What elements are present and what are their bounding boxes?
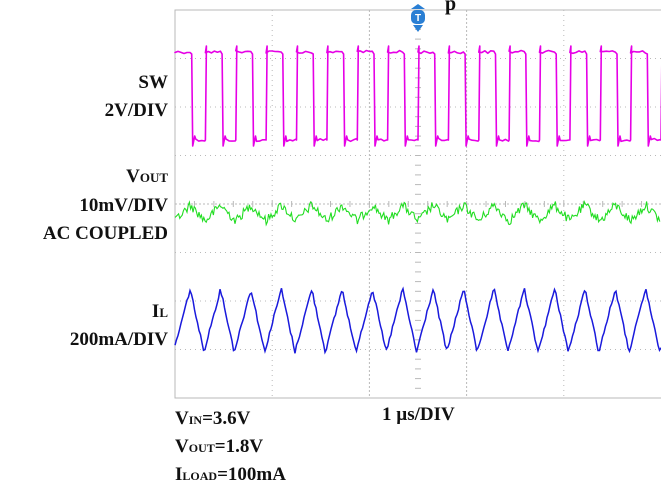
trigger-arrow-icon (411, 4, 425, 9)
vout-trace (174, 199, 661, 227)
timebase-label: 1 µs/DIV (382, 404, 455, 425)
il-trace (174, 286, 661, 355)
condition-iload: ILOAD=100mA (175, 464, 286, 485)
sw-name-label: SW (138, 72, 168, 93)
condition-vin: VIN=3.6V (175, 408, 251, 429)
trigger-pointer-icon (413, 25, 423, 32)
vout-name-label: VOUT (126, 166, 168, 187)
trigger-marker: T (411, 4, 425, 32)
trigger-box (411, 10, 425, 24)
scope-grid (174, 9, 661, 399)
vout-scale-label: 10mV/DIV (79, 195, 168, 216)
condition-vout: VOUT=1.8V (175, 436, 264, 457)
il-scale-label: 200mA/DIV (69, 329, 168, 350)
trigger-label: T (415, 13, 421, 24)
scope-traces (174, 45, 661, 355)
sw-trace (174, 45, 661, 147)
sw-scale-label: 2V/DIV (104, 100, 168, 121)
il-name-label: IL (151, 301, 168, 322)
vout-coupling-label: AC COUPLED (42, 223, 168, 244)
chart-title-fragment: p (445, 0, 456, 15)
